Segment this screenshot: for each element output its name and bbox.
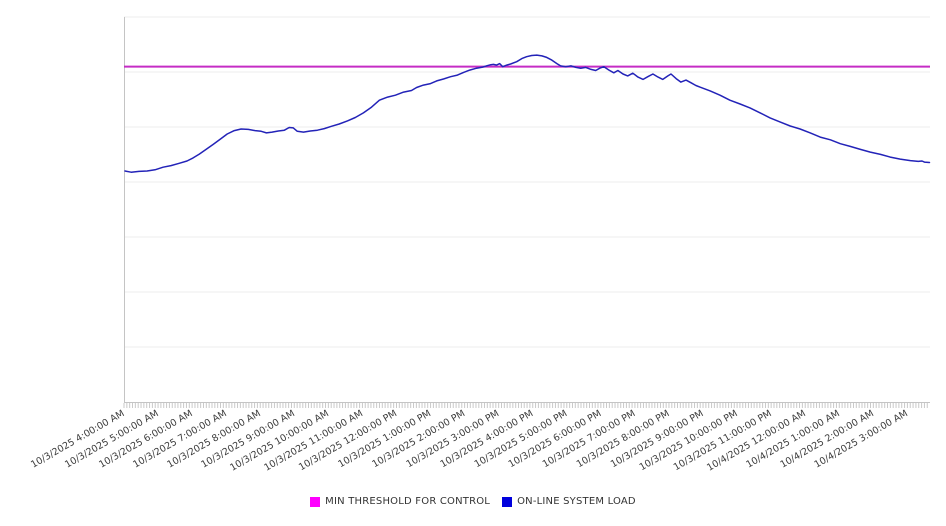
legend-label-online-load: ON-LINE SYSTEM LOAD [517, 496, 636, 507]
legend-item-min-threshold[interactable]: MIN THRESHOLD FOR CONTROL [310, 496, 490, 507]
legend-label-min-threshold: MIN THRESHOLD FOR CONTROL [325, 496, 491, 507]
legend-item-online-load[interactable]: ON-LINE SYSTEM LOAD [502, 496, 636, 507]
legend-swatch-threshold-icon [310, 496, 321, 507]
chart-legend: MIN THRESHOLD FOR CONTROL ON-LINE SYSTEM… [0, 496, 946, 507]
online-system-load-line [124, 54, 931, 173]
legend-swatch-load-icon [502, 496, 513, 507]
